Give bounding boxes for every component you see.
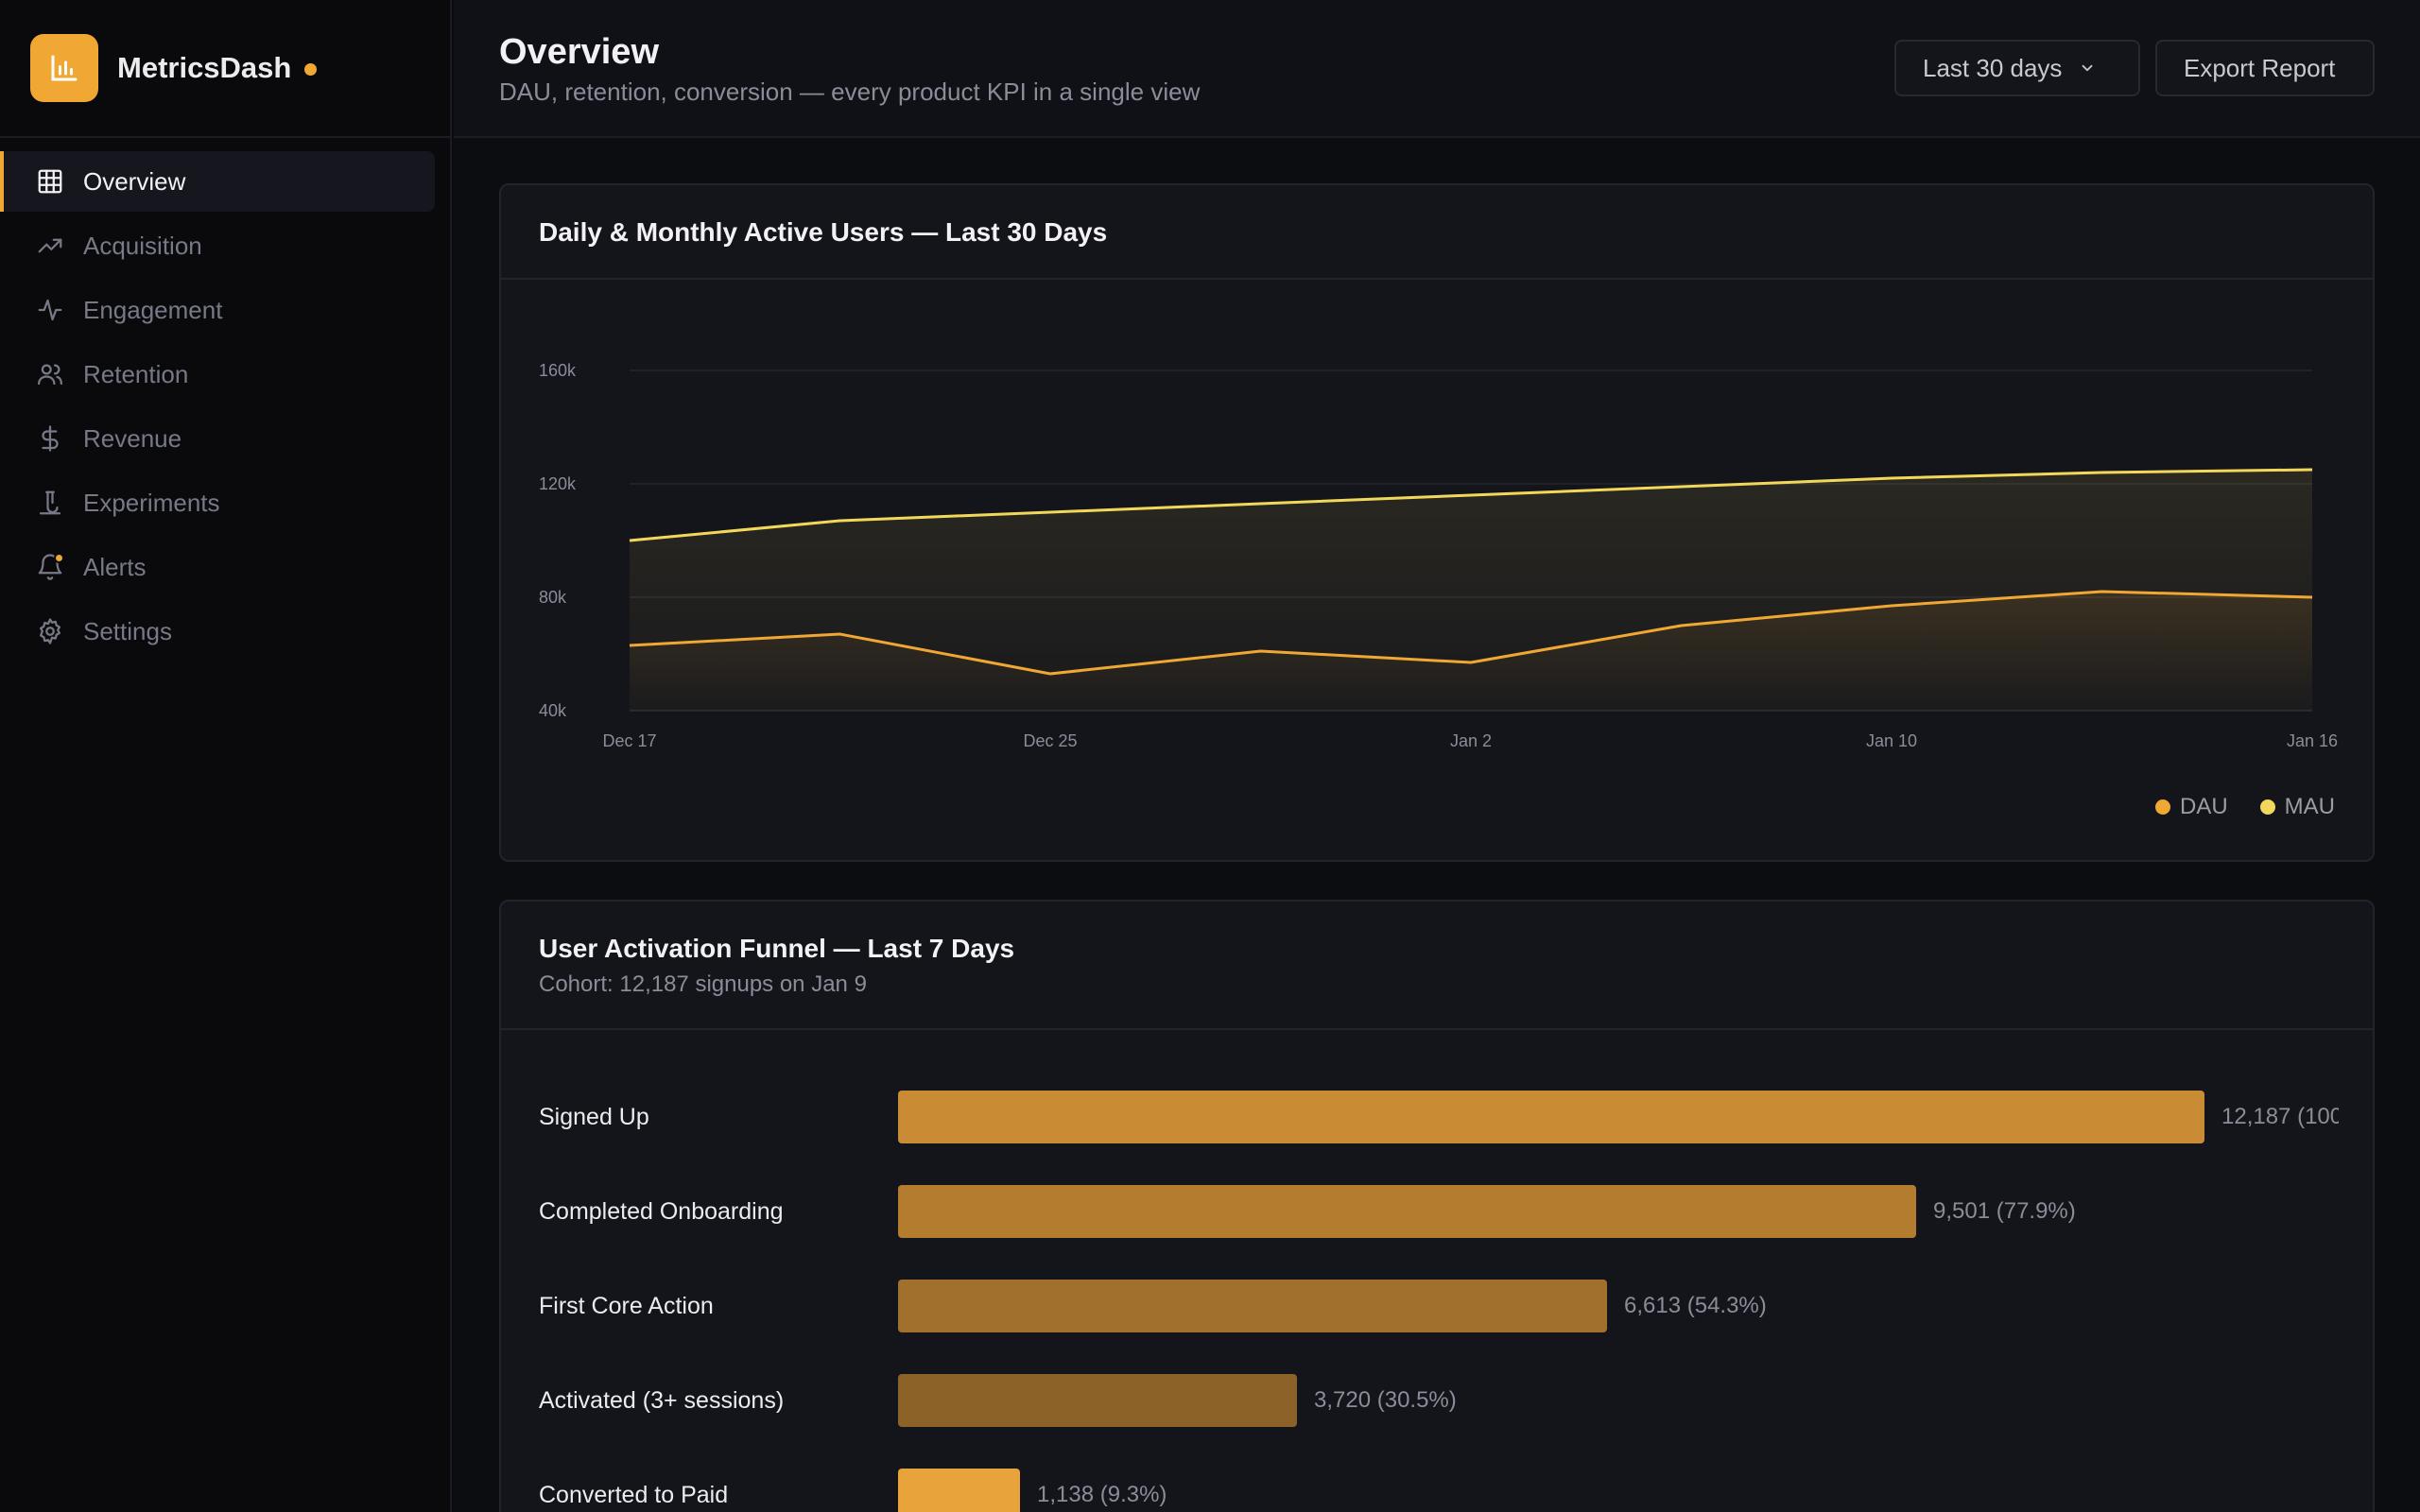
sidebar-item-experiments[interactable]: Experiments <box>0 472 435 533</box>
sidebar-item-alerts[interactable]: Alerts <box>0 537 435 597</box>
sidebar-item-label: Engagement <box>83 295 223 324</box>
funnel-value-label: 3,720 (30.5%) <box>1314 1387 1457 1413</box>
sidebar-item-label: Acquisition <box>83 231 202 260</box>
date-range-select[interactable]: Last 30 days <box>1894 40 2140 96</box>
main-content: Overview DAU, retention, conversion — ev… <box>454 0 2420 1512</box>
brand[interactable]: MetricsDash <box>0 0 450 138</box>
funnel-track: 12,187 (100%) <box>898 1091 2339 1143</box>
x-tick-label: Dec 17 <box>602 731 656 750</box>
chart-legend: DAU MAU <box>2123 794 2335 820</box>
legend-label: DAU <box>2179 794 2228 819</box>
funnel-value-label: 1,138 (9.3%) <box>1037 1482 1167 1507</box>
activity-icon <box>36 296 64 324</box>
funnel-track: 1,138 (9.3%) <box>898 1469 2339 1512</box>
sidebar-item-label: Revenue <box>83 423 182 453</box>
app-name: MetricsDash <box>117 51 292 84</box>
card-header: Daily & Monthly Active Users — Last 30 D… <box>501 185 2373 280</box>
legend-swatch <box>2259 799 2275 815</box>
sidebar-item-label: Overview <box>83 166 186 196</box>
legend-item-mau[interactable]: MAU <box>2259 794 2335 820</box>
alert-badge <box>54 553 64 563</box>
sidebar-nav: Overview Acquisition Engagement Retention Re… <box>0 138 450 662</box>
funnel-subtitle: Cohort: 12,187 signups on Jan 9 <box>539 971 867 997</box>
funnel-title: User Activation Funnel — Last 7 Days <box>539 934 1015 963</box>
y-tick-label: 40k <box>539 701 567 720</box>
y-tick-label: 160k <box>539 361 577 380</box>
dollar-icon <box>36 424 64 453</box>
funnel-track: 6,613 (54.3%) <box>898 1280 2339 1332</box>
series-line-mau[interactable] <box>629 468 2313 542</box>
sidebar-item-label: Alerts <box>83 552 147 581</box>
funnel-stage-label: Completed Onboarding <box>539 1197 784 1225</box>
funnel-row[interactable]: Completed Onboarding 9,501 (77.9%) <box>539 1185 2339 1238</box>
funnel-value-label: 12,187 (100%) <box>2221 1104 2339 1129</box>
funnel-row[interactable]: First Core Action 6,613 (54.3%) <box>539 1280 2339 1332</box>
users-icon <box>36 360 64 388</box>
legend-swatch <box>2154 799 2170 815</box>
funnel-bar[interactable] <box>898 1374 1297 1427</box>
series-line-dau[interactable] <box>629 590 2313 676</box>
sidebar-item-revenue[interactable]: Revenue <box>0 408 435 469</box>
funnel-bar[interactable] <box>898 1469 1020 1512</box>
sidebar-item-retention[interactable]: Retention <box>0 344 435 404</box>
sidebar-item-label: Retention <box>83 359 189 388</box>
x-tick-label: Dec 25 <box>1023 731 1077 750</box>
active-users-chart: 40k 80k 120k 160k Dec 17 Dec 25 Jan 2 Jan 10 Jan… <box>539 361 2338 750</box>
legend-label: MAU <box>2284 794 2335 819</box>
funnel-bar[interactable] <box>898 1280 1607 1332</box>
bar-chart-logo-icon <box>30 34 98 102</box>
page-header: Overview DAU, retention, conversion — ev… <box>454 0 2420 138</box>
sidebar-item-acquisition[interactable]: Acquisition <box>0 215 435 276</box>
funnel-value-label: 9,501 (77.9%) <box>1933 1198 2076 1224</box>
series-area-dau <box>630 592 2312 711</box>
sidebar-item-overview[interactable]: Overview <box>0 151 435 212</box>
chevron-down-icon <box>2083 64 2093 72</box>
page-subtitle: DAU, retention, conversion — every produ… <box>499 77 1201 106</box>
funnel-stage-label: Activated (3+ sessions) <box>539 1386 785 1414</box>
legend-item-dau[interactable]: DAU <box>2154 794 2228 820</box>
funnel-track: 9,501 (77.9%) <box>898 1185 2339 1238</box>
card-header: User Activation Funnel — Last 7 Days Coh… <box>501 902 2373 1030</box>
date-range-label: Last 30 days <box>1923 53 2063 82</box>
funnel-row[interactable]: Signed Up 12,187 (100%) <box>539 1091 2339 1143</box>
y-tick-label: 80k <box>539 588 567 607</box>
sidebar-item-label: Settings <box>83 616 172 645</box>
x-tick-label: Jan 16 <box>2287 731 2338 750</box>
flask-icon <box>36 489 64 517</box>
funnel-row[interactable]: Activated (3+ sessions) 3,720 (30.5%) <box>539 1374 2339 1427</box>
funnel-value-label: 6,613 (54.3%) <box>1624 1293 1767 1318</box>
funnel-stage-label: Converted to Paid <box>539 1481 729 1508</box>
funnel-stage-label: Signed Up <box>539 1103 649 1130</box>
funnel-track: 3,720 (30.5%) <box>898 1374 2339 1427</box>
sidebar: MetricsDash Overview Acquisition Engagemen… <box>0 0 452 1512</box>
y-tick-label: 120k <box>539 474 577 493</box>
chart-title: Daily & Monthly Active Users — Last 30 D… <box>539 217 1108 247</box>
grid-icon <box>36 167 64 196</box>
funnel-row[interactable]: Converted to Paid 1,138 (9.3%) <box>539 1469 2339 1512</box>
page-title: Overview <box>499 32 659 72</box>
sidebar-item-settings[interactable]: Settings <box>0 601 435 662</box>
trending-up-icon <box>36 232 64 260</box>
x-tick-label: Jan 10 <box>1866 731 1917 750</box>
status-dot <box>304 62 318 76</box>
sidebar-item-label: Experiments <box>83 488 220 517</box>
active-users-card: Daily & Monthly Active Users — Last 30 D… <box>499 183 2375 862</box>
funnel-bar[interactable] <box>898 1185 1916 1238</box>
activation-funnel-card: User Activation Funnel — Last 7 Days Coh… <box>499 900 2375 1512</box>
x-tick-label: Jan 2 <box>1450 731 1492 750</box>
bell-icon <box>36 553 64 581</box>
gear-icon <box>36 617 64 645</box>
export-report-button[interactable]: Export Report <box>2155 40 2375 96</box>
funnel-stage-label: First Core Action <box>539 1292 714 1319</box>
sidebar-item-engagement[interactable]: Engagement <box>0 280 435 340</box>
funnel-bar[interactable] <box>898 1091 2204 1143</box>
